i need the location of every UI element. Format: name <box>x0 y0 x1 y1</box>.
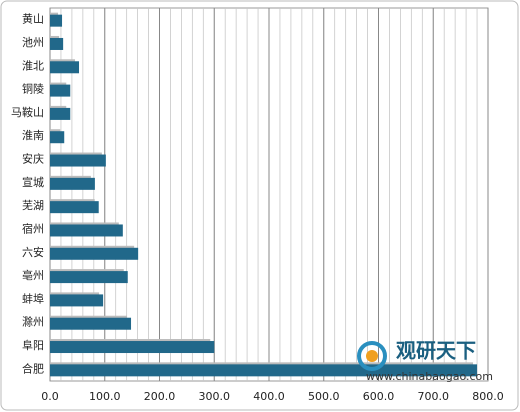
x-tick-label: 500.0 <box>308 390 340 403</box>
y-tick-label: 铜陵 <box>22 82 44 96</box>
bar <box>50 317 132 330</box>
bar <box>50 154 106 167</box>
logo-dot <box>366 350 378 362</box>
bar <box>50 131 65 144</box>
bar <box>50 201 99 214</box>
y-tick-label: 六安 <box>22 245 44 259</box>
bar <box>50 107 71 120</box>
y-tick-label: 滁州 <box>22 315 44 329</box>
y-tick-label: 蚌埠 <box>22 291 44 305</box>
y-tick-label: 阜阳 <box>22 339 44 352</box>
y-tick-label: 淮北 <box>22 59 44 72</box>
y-tick-label: 宣城 <box>22 175 44 189</box>
x-tick-label: 600.0 <box>363 390 395 403</box>
y-tick-label: 淮南 <box>22 129 44 142</box>
bar <box>50 37 64 50</box>
y-tick-label: 马鞍山 <box>11 105 44 119</box>
y-tick-label: 池州 <box>22 36 44 49</box>
y-tick-label: 合肥 <box>22 361 44 375</box>
y-tick-label: 亳州 <box>22 268 44 282</box>
y-tick-label: 宿州 <box>22 221 44 235</box>
bar <box>50 341 215 354</box>
x-tick-label: 400.0 <box>253 390 285 403</box>
y-tick-label: 黄山 <box>22 12 44 26</box>
x-tick-label: 100.0 <box>89 390 121 403</box>
bar <box>50 14 63 27</box>
bar <box>50 271 128 284</box>
x-tick-label: 800.0 <box>472 390 504 403</box>
watermark-url: www.chinabaogao.com <box>366 370 493 383</box>
bar <box>50 61 80 74</box>
watermark: 观研天下 www.chinabaogao.com <box>357 339 493 383</box>
watermark-brand: 观研天下 <box>396 339 476 363</box>
y-tick-label: 安庆 <box>22 152 44 166</box>
x-tick-label: 200.0 <box>144 390 176 403</box>
x-tick-label: 300.0 <box>199 390 231 403</box>
bar <box>50 294 104 307</box>
logo <box>357 341 387 371</box>
bar <box>50 177 95 190</box>
x-tick-label: 0.0 <box>41 390 59 403</box>
bar <box>50 84 71 97</box>
bar <box>50 224 123 237</box>
bar <box>50 247 139 260</box>
y-tick-label: 芜湖 <box>22 198 44 212</box>
x-tick-label: 700.0 <box>418 390 450 403</box>
